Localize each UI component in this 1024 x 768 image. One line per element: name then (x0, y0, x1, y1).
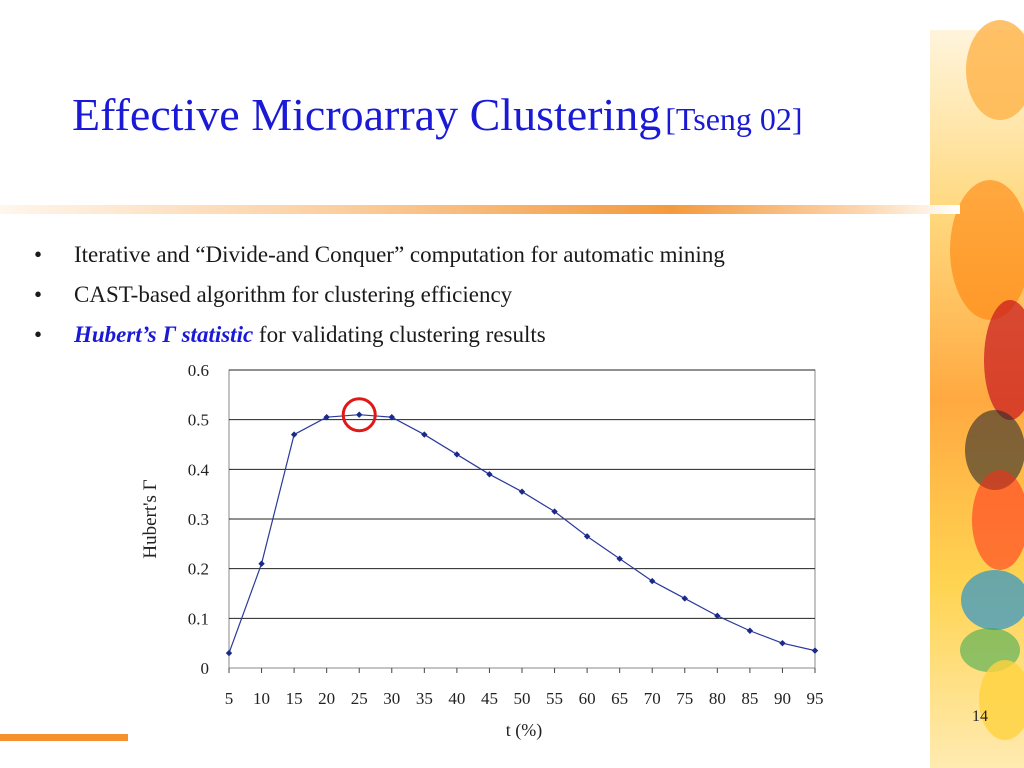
x-tick-label: 30 (383, 689, 400, 708)
y-axis-label: Hubert's Γ (140, 479, 161, 558)
y-tick-label: 0.4 (188, 460, 210, 479)
data-point (583, 533, 591, 540)
bullet-marker: • (34, 322, 43, 347)
slide-title: Effective Microarray Clustering [Tseng 0… (72, 88, 803, 141)
data-point (388, 413, 395, 421)
x-tick-label: 10 (253, 689, 270, 708)
bullet-item: • CAST-based algorithm for clustering eff… (34, 278, 725, 318)
data-point (421, 431, 428, 438)
x-tick-label: 70 (644, 689, 661, 708)
x-tick-label: 90 (774, 689, 791, 708)
data-point (225, 649, 233, 657)
title-main: Effective Microarray Clustering (72, 89, 662, 140)
data-point (486, 471, 493, 478)
y-tick-label: 0.2 (188, 560, 209, 579)
title-reference: [Tseng 02] (665, 101, 803, 137)
x-tick-label: 85 (741, 689, 758, 708)
bullet-marker: • (34, 242, 43, 267)
footer-accent-bar (0, 734, 128, 741)
data-point (681, 595, 688, 602)
x-tick-label: 80 (709, 689, 726, 708)
data-point (649, 577, 656, 585)
bullet-list: • Iterative and “Divide-and Conquer” comp… (34, 238, 725, 358)
data-point (356, 411, 363, 418)
data-point (746, 627, 754, 634)
highlight-circle (341, 397, 377, 433)
data-point (551, 508, 558, 515)
x-axis-label: t (%) (506, 720, 542, 741)
bullet-highlight: Hubert’s Γ statistic (74, 322, 254, 347)
bullet-marker: • (34, 282, 43, 307)
data-point (323, 413, 330, 421)
bullet-text: Iterative and “Divide-and Conquer” compu… (74, 242, 725, 267)
page-number: 14 (972, 708, 988, 725)
x-tick-label: 55 (546, 689, 563, 708)
bullet-text: CAST-based algorithm for clustering effi… (74, 282, 513, 307)
x-tick-label: 75 (676, 689, 693, 708)
x-tick-label: 20 (318, 689, 335, 708)
y-tick-label: 0 (201, 659, 210, 678)
x-tick-label: 5 (225, 689, 234, 708)
title-divider (0, 205, 960, 214)
bullet-item: • Hubert’s Γ statistic for validating clu… (34, 318, 725, 358)
x-tick-label: 65 (611, 689, 628, 708)
data-point (616, 555, 623, 562)
data-point (518, 488, 526, 495)
data-point (290, 431, 298, 438)
y-tick-label: 0.1 (188, 609, 209, 628)
bullet-item: • Iterative and “Divide-and Conquer” comp… (34, 238, 725, 278)
data-point (779, 639, 786, 647)
x-tick-label: 35 (416, 689, 433, 708)
data-point (258, 560, 265, 567)
y-tick-label: 0.6 (188, 361, 209, 380)
data-point (714, 612, 721, 620)
bullet-text: for validating clustering results (253, 322, 546, 347)
x-tick-label: 50 (514, 689, 531, 708)
y-tick-label: 0.3 (188, 510, 209, 529)
x-tick-label: 25 (351, 689, 368, 708)
x-tick-label: 60 (579, 689, 596, 708)
data-point (453, 451, 461, 458)
y-tick-label: 0.5 (188, 411, 209, 430)
x-tick-label: 45 (481, 689, 498, 708)
x-tick-label: 40 (448, 689, 465, 708)
data-point (811, 647, 819, 654)
x-tick-label: 95 (807, 689, 824, 708)
x-tick-label: 15 (286, 689, 303, 708)
series-line (228, 414, 816, 654)
